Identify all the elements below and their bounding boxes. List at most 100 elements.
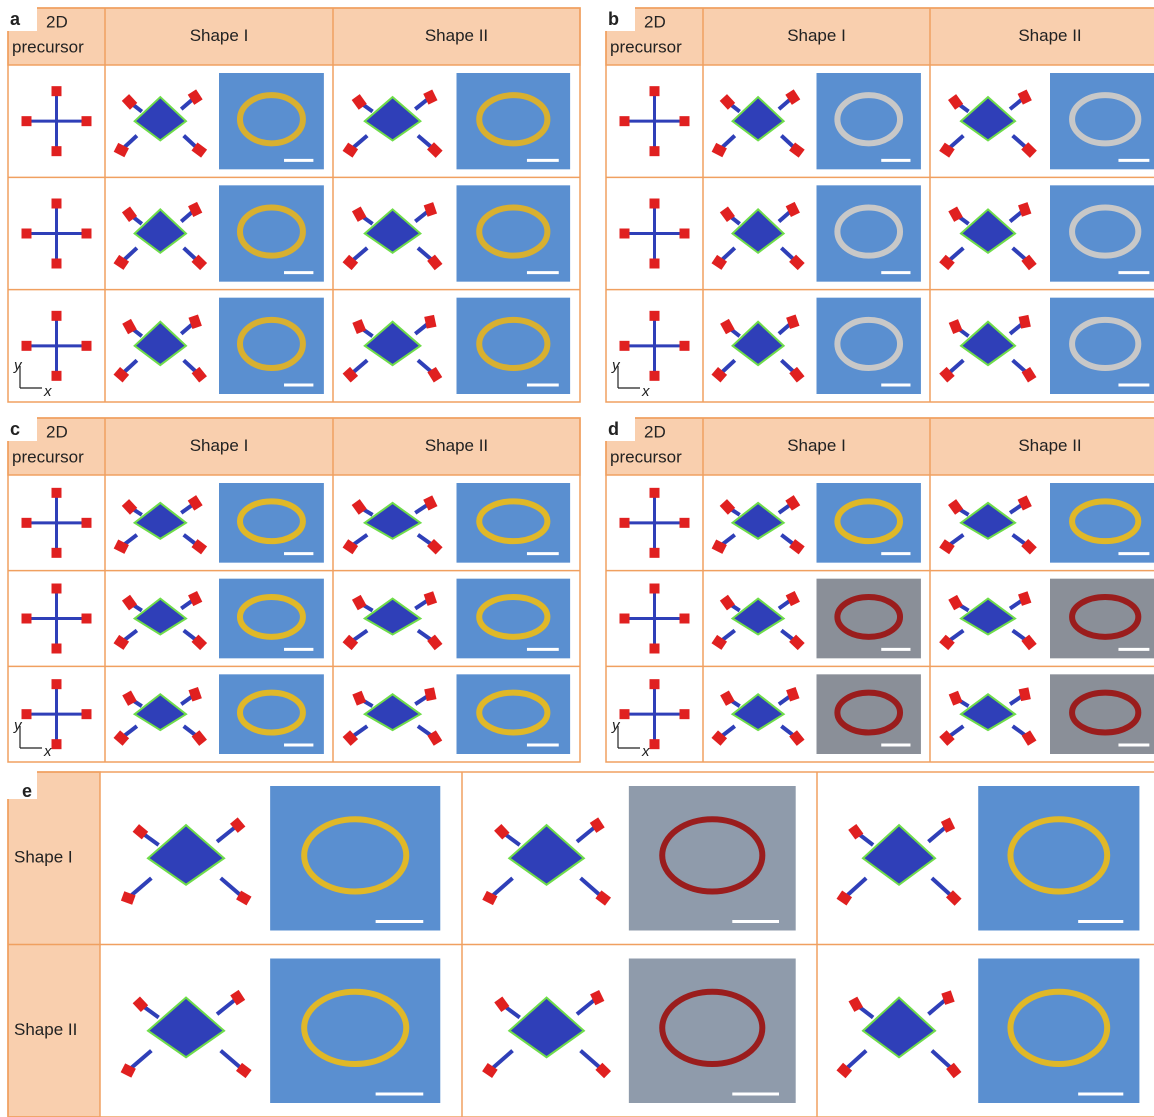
anchor-pad <box>785 89 801 105</box>
anchor-pad <box>191 254 208 271</box>
anchor-pad <box>789 254 805 271</box>
anchor-pad <box>789 366 805 383</box>
precursor-header: precursor <box>610 447 682 466</box>
anchor-pad <box>342 366 359 383</box>
photo-object <box>476 593 551 640</box>
photo <box>628 786 796 931</box>
anchor-pad <box>720 690 735 706</box>
anchor-pad <box>789 730 805 746</box>
panel-border <box>605 417 1154 763</box>
anchor-pad <box>939 142 955 158</box>
anchor-pad <box>649 370 660 381</box>
anchor-pad <box>51 310 62 321</box>
anchor-pad <box>711 254 728 270</box>
letter-tab <box>7 417 37 441</box>
anchor-pad <box>21 517 32 528</box>
structure-body <box>132 597 188 636</box>
anchor-pad <box>679 709 690 720</box>
anchor-pad <box>191 730 207 746</box>
anchor-pad <box>188 686 202 702</box>
structure-body <box>959 208 1017 254</box>
anchor-pad <box>939 634 955 651</box>
anchor-pad <box>351 594 367 611</box>
anchor-pad <box>236 890 252 906</box>
anchor-pad <box>948 594 963 611</box>
anchor-pad <box>423 591 438 606</box>
anchor-pad <box>785 590 800 607</box>
anchor-pad <box>649 679 660 690</box>
anchor-pad <box>1018 687 1031 702</box>
precursor-header: precursor <box>12 37 84 56</box>
column-header: Shape II <box>1018 436 1081 455</box>
anchor-pad <box>342 730 359 746</box>
anchor-pad <box>1017 495 1032 511</box>
anchor-pad <box>122 318 137 335</box>
panel-border <box>7 417 581 763</box>
photo-object <box>834 593 904 640</box>
structure-body <box>363 320 422 367</box>
anchor-pad <box>230 989 246 1006</box>
anchor-pad <box>81 517 92 528</box>
anchor-pad <box>191 142 208 158</box>
anchor-pad <box>230 817 246 833</box>
photo <box>816 73 921 170</box>
anchor-pad <box>619 228 630 239</box>
anchor-pad <box>351 499 367 515</box>
anchor-pad <box>649 198 660 209</box>
photo-object <box>834 92 904 147</box>
anchor-pad <box>941 990 955 1005</box>
axis-label: x <box>43 743 52 760</box>
anchor-pad <box>120 1063 136 1078</box>
photo <box>816 297 921 394</box>
anchor-pad <box>939 730 955 746</box>
photo <box>816 185 921 282</box>
structure-body <box>730 597 786 636</box>
photo-object <box>834 316 904 371</box>
photo-object <box>1069 316 1142 371</box>
anchor-pad <box>948 499 964 515</box>
axis-label: y <box>13 357 23 374</box>
photo-object <box>1007 816 1111 895</box>
anchor-pad <box>51 370 62 381</box>
panel-header <box>7 417 581 476</box>
anchor-pad <box>191 366 207 383</box>
anchor-pad <box>424 687 437 702</box>
photo <box>816 674 921 754</box>
photo <box>270 786 441 931</box>
anchor-pad <box>1021 254 1037 271</box>
anchor-pad <box>1021 538 1037 555</box>
structure-body <box>133 208 188 255</box>
photo-object <box>476 92 551 147</box>
structure-body <box>362 597 423 636</box>
structure-body <box>133 95 188 142</box>
panel-letter: a <box>10 9 21 29</box>
anchor-pad <box>351 206 367 222</box>
anchor-pad <box>589 817 605 833</box>
anchor-pad <box>81 709 92 720</box>
letter-tab <box>605 417 635 441</box>
anchor-pad <box>51 198 62 209</box>
anchor-pad <box>649 583 660 594</box>
photo <box>456 297 571 394</box>
anchor-pad <box>113 539 129 554</box>
anchor-pad <box>595 890 612 906</box>
structure-body <box>730 208 786 255</box>
anchor-pad <box>120 891 136 905</box>
anchor-pad <box>848 996 864 1012</box>
photo-object <box>1069 498 1142 545</box>
letter-tab <box>605 7 635 31</box>
precursor-header: precursor <box>610 37 682 56</box>
anchor-pad <box>945 890 962 906</box>
anchor-pad <box>427 142 443 158</box>
structure-body <box>146 996 226 1059</box>
anchor-pad <box>81 340 92 351</box>
row-header: Shape II <box>14 1020 77 1039</box>
photo-object <box>659 816 766 895</box>
anchor-pad <box>494 823 510 840</box>
axis-label: y <box>611 357 621 374</box>
structure-body <box>363 208 422 254</box>
photo <box>628 958 796 1103</box>
anchor-pad <box>352 690 367 706</box>
anchor-pad <box>81 228 92 239</box>
